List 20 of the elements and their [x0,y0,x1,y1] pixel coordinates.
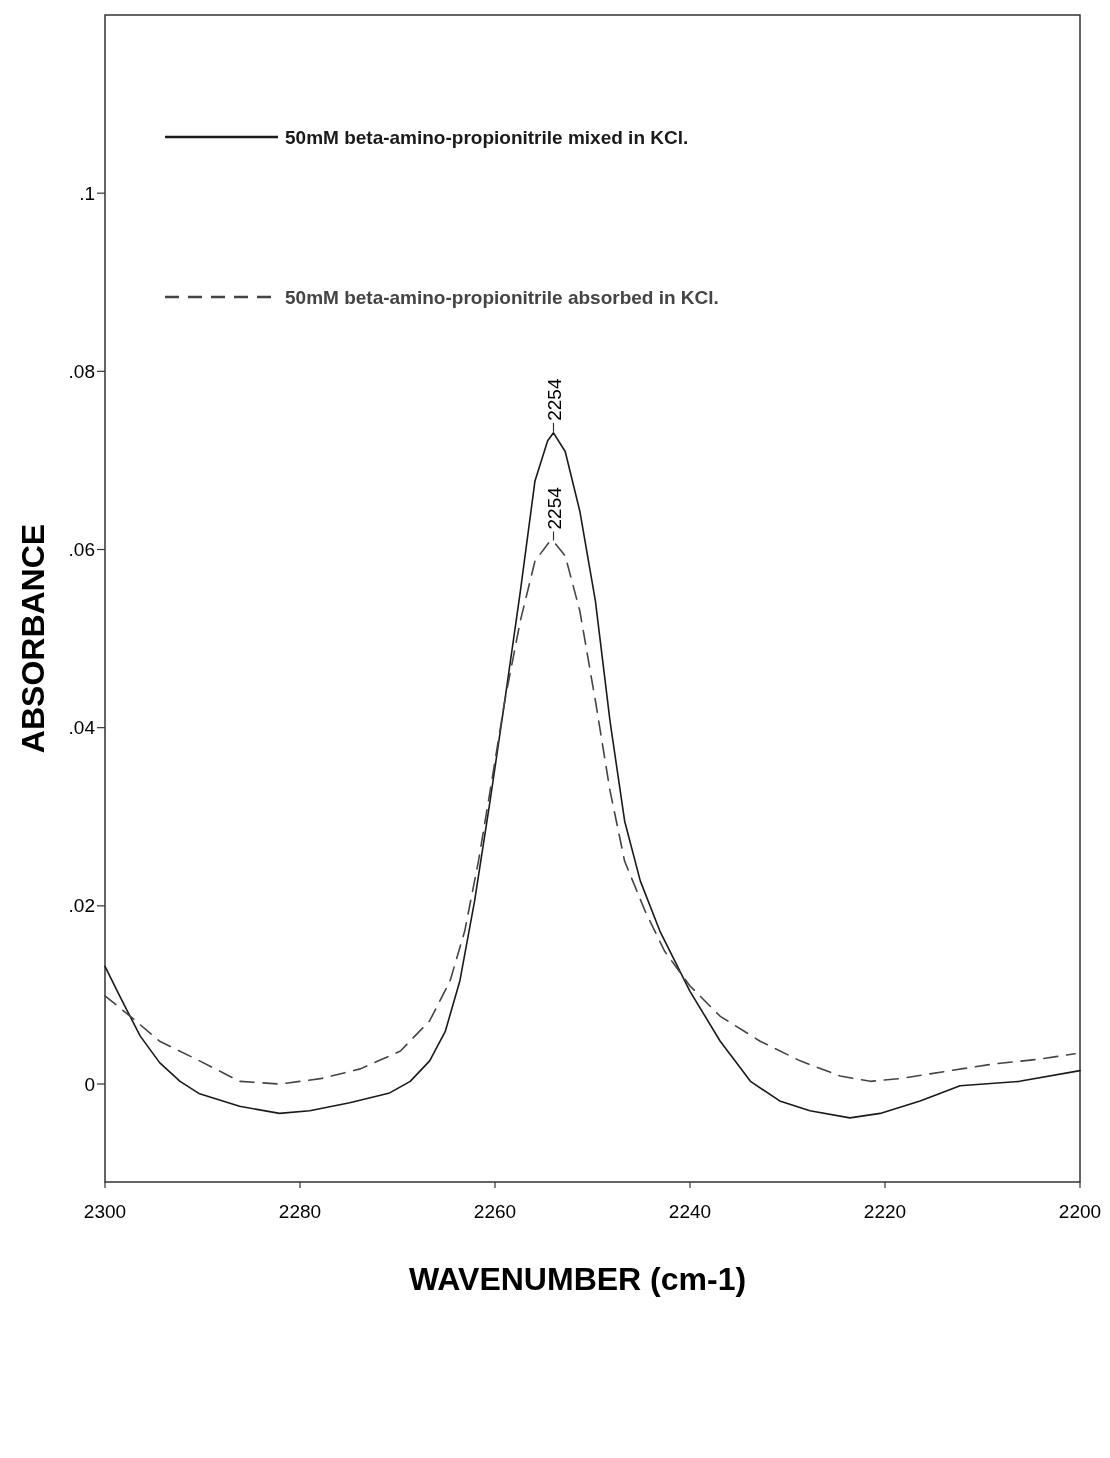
y-tick-label: .1 [79,182,95,204]
x-tick-label: 2220 [863,1201,907,1222]
text: 50mM beta-amino-propionitrile mixed in KCl. [285,126,689,148]
x-axis-title: WAVENUMBER (cm-1) [408,1261,747,1297]
x-tick-label: 2260 [473,1201,517,1222]
x-tick-label: 2280 [278,1201,322,1222]
y-tick-label: .02 [68,895,95,917]
y-tick-label: .06 [68,539,95,561]
y-tick-label: .08 [68,360,95,382]
y-axis-title: ABSORBANCE [15,523,51,754]
text: 50mM beta-amino-propionitrile absorbed in KCl. [285,286,719,308]
annotation: 2254 [543,486,565,530]
x-tick-label: 2300 [83,1201,127,1222]
line-series [104,432,1081,1119]
annotation: 2254 [543,378,565,421]
x-tick-label: 2240 [668,1201,712,1222]
y-tick-label: 0 [84,1073,95,1095]
line-series [104,540,1076,1085]
x-tick-label: 2200 [1058,1201,1102,1222]
y-tick-label: .04 [68,717,96,739]
